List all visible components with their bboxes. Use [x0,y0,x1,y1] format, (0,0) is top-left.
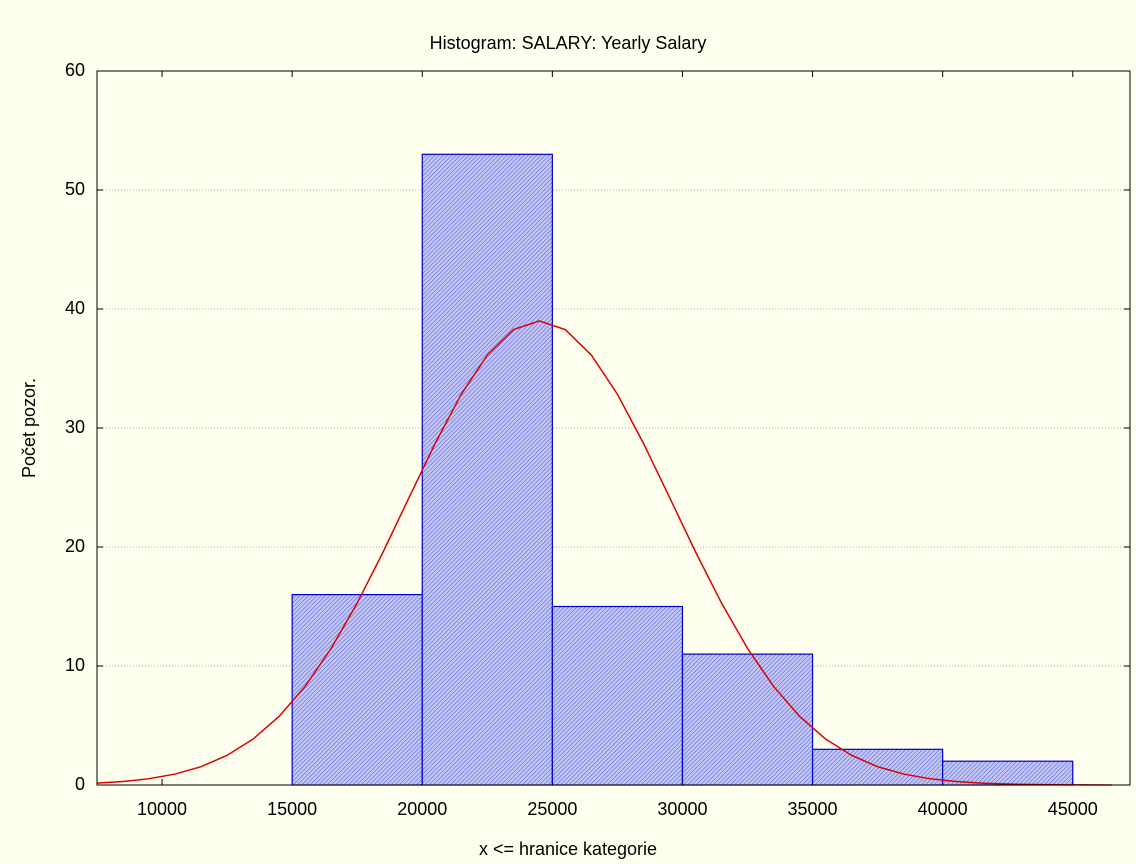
x-axis-label: x <= hranice kategorie [479,839,657,859]
chart-title: Histogram: SALARY: Yearly Salary [430,33,707,53]
y-axis-label: Počet pozor. [19,378,39,478]
plot-frame [96,70,1131,786]
x-tick-label: 30000 [657,799,707,819]
x-tick-label: 20000 [397,799,447,819]
y-tick-label: 40 [65,298,85,318]
histogram-bar [551,605,684,786]
y-tick-label: 50 [65,179,85,199]
x-tick-label: 15000 [267,799,317,819]
histogram-bar [681,653,814,786]
normal-curve [96,320,1112,786]
x-tick-label: 10000 [137,799,187,819]
y-tick-label: 10 [65,655,85,675]
x-tick-label: 40000 [918,799,968,819]
y-tick-label: 0 [75,774,85,794]
histogram-bar [291,593,423,786]
y-tick-label: 60 [65,60,85,80]
y-tick-label: 30 [65,417,85,437]
histogram-bar [421,153,553,786]
x-tick-label: 35000 [788,799,838,819]
y-tick-label: 20 [65,536,85,556]
x-tick-label: 25000 [527,799,577,819]
x-tick-label: 45000 [1048,799,1098,819]
